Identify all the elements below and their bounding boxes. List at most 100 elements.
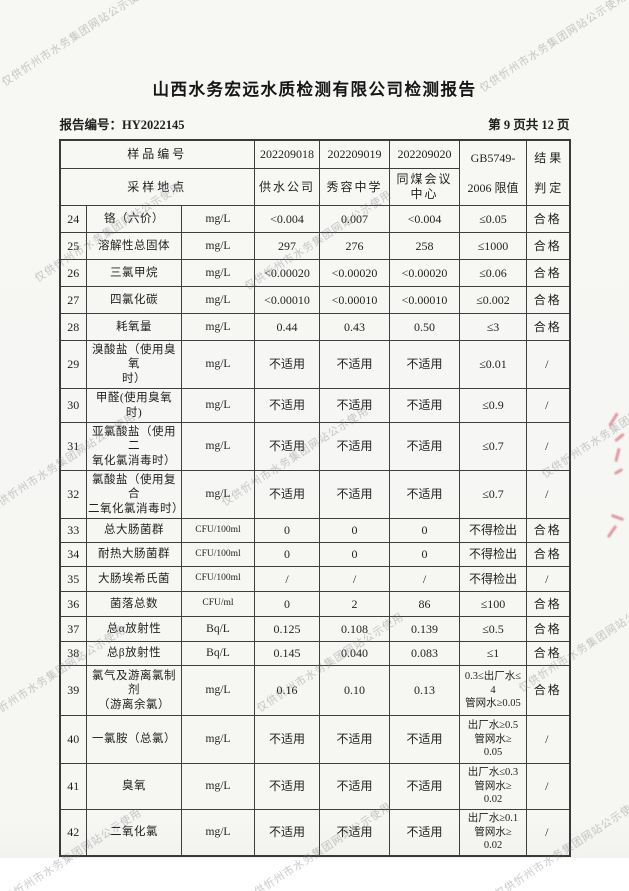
table-row: 36 菌落总数 CFU/ml 0 2 86 ≤100 合格	[59, 591, 570, 618]
row-number: 35	[59, 566, 87, 593]
limit-header-line1: GB5749-	[470, 150, 516, 165]
sample-value-1: 0	[254, 542, 320, 568]
unit: mg/L	[181, 715, 255, 765]
sample-value-3: 258	[389, 232, 460, 260]
table-row: 37 总α放射性 Bq/L 0.125 0.108 0.139 ≤0.5 合格	[59, 616, 570, 643]
limit-value: 出厂水≥0.5 管网水≥ 0.05	[459, 715, 527, 765]
sample-value-1: 不适用	[254, 763, 320, 811]
result-judgement: /	[526, 809, 570, 857]
sample-value-1: 0.44	[254, 313, 320, 341]
report-number: 报告编号：HY2022145	[59, 118, 185, 132]
sample-value-3: 不适用	[389, 339, 460, 390]
unit: CFU/100ml	[181, 542, 255, 568]
row-number: 30	[59, 388, 87, 423]
limit-value: 不得检出	[459, 542, 527, 568]
table-row: 35 大肠埃希氏菌 CFU/100ml / / / 不得检出 /	[59, 566, 570, 593]
result-judgement: 合格	[526, 286, 570, 314]
limit-value: ≤0.01	[459, 339, 527, 390]
sample-value-2: <0.00010	[319, 286, 390, 314]
page-indicator: 第 9 页共 12 页	[488, 118, 570, 132]
table-row: 26 三氯甲烷 mg/L <0.00020 <0.00020 <0.00020 …	[59, 259, 570, 287]
row-number: 33	[59, 518, 87, 544]
parameter-name: 甲醛(使用臭氧时)	[86, 388, 182, 423]
result-judgement: 合格	[526, 616, 570, 643]
parameter-name: 氯酸盐（使用复合 二氧化氯消毒时）	[86, 469, 182, 520]
sample-value-1: <0.00020	[254, 259, 320, 287]
table-row: 27 四氯化碳 mg/L <0.00010 <0.00010 <0.00010 …	[59, 286, 570, 314]
table-row: 29 溴酸盐（使用臭氧 时） mg/L 不适用 不适用 不适用 ≤0.01 /	[59, 339, 570, 390]
limit-column-header: GB5749- 2006 限值	[459, 139, 527, 206]
parameter-name: 铬（六价）	[86, 205, 182, 233]
sample-value-2: 不适用	[319, 339, 390, 390]
parameter-name: 二氧化氯	[86, 809, 182, 857]
result-judgement: 合格	[526, 665, 570, 717]
sample-location-1: 供水公司	[254, 168, 320, 206]
sample-value-3: 0.13	[389, 665, 460, 717]
parameter-name: 三氯甲烷	[86, 259, 182, 287]
sample-value-3: 0	[389, 542, 460, 568]
sample-value-3: <0.004	[389, 205, 460, 233]
sample-value-3: 0.139	[389, 616, 460, 643]
table-header-row-1: 样品编号 202209018 202209019 202209020 GB574…	[59, 139, 570, 206]
table-row: 39 氯气及游离氯制剂 （游离余氯） mg/L 0.16 0.10 0.13 0…	[59, 665, 570, 717]
parameter-name: 总β放射性	[86, 641, 182, 667]
sample-value-3: 不适用	[389, 809, 460, 857]
sample-value-3: 0.083	[389, 641, 460, 667]
parameter-name: 臭氧	[86, 763, 182, 811]
limit-value: 0.3≤出厂水≤ 4 管网水≥0.05	[459, 665, 527, 717]
parameter-name: 四氯化碳	[86, 286, 182, 314]
sample-value-2: 0.007	[319, 205, 390, 233]
sample-value-3: 0	[389, 518, 460, 544]
sample-value-2: 不适用	[319, 809, 390, 857]
result-column-header: 结 果 判 定	[526, 139, 570, 206]
unit: Bq/L	[181, 616, 255, 643]
result-judgement: 合格	[526, 259, 570, 287]
report-title: 山西水务宏远水质检测有限公司检测报告	[152, 81, 477, 99]
limit-value: 出厂水≤0.3 管网水≥ 0.02	[459, 763, 527, 811]
sample-id-3: 202209020	[389, 139, 460, 170]
result-judgement: /	[526, 763, 570, 811]
row-number: 24	[59, 205, 87, 233]
limit-value: ≤0.002	[459, 286, 527, 314]
limit-header-line2: 2006 限值	[467, 180, 519, 195]
result-judgement: 合格	[526, 641, 570, 667]
result-judgement: /	[526, 469, 570, 520]
table-row: 42 二氧化氯 mg/L 不适用 不适用 不适用 出厂水≥0.1 管网水≥ 0.…	[59, 809, 570, 857]
sample-value-1: /	[254, 566, 320, 593]
table-row: 25 溶解性总固体 mg/L 297 276 258 ≤1000 合格	[59, 232, 570, 260]
sample-value-1: 不适用	[254, 715, 320, 765]
unit: mg/L	[181, 388, 255, 423]
result-header-line2: 判 定	[534, 180, 562, 195]
parameter-name: 一氯胺（总氯）	[86, 715, 182, 765]
sample-value-2: 不适用	[319, 388, 390, 423]
sample-value-2: 不适用	[319, 469, 390, 520]
result-judgement: /	[526, 715, 570, 765]
unit: CFU/ml	[181, 591, 255, 618]
unit: Bq/L	[181, 641, 255, 667]
limit-value: ≤0.9	[459, 388, 527, 423]
table-row: 34 耐热大肠菌群 CFU/100ml 0 0 0 不得检出 合格	[59, 542, 570, 568]
unit: CFU/100ml	[181, 518, 255, 544]
sample-value-3: 86	[389, 591, 460, 618]
sample-value-3: /	[389, 566, 460, 593]
table-row: 32 氯酸盐（使用复合 二氧化氯消毒时） mg/L 不适用 不适用 不适用 ≤0…	[59, 469, 570, 520]
limit-value: ≤1000	[459, 232, 527, 260]
result-judgement: 合格	[526, 232, 570, 260]
sample-value-3: 不适用	[389, 421, 460, 472]
sample-value-2: 不适用	[319, 421, 390, 472]
row-number: 40	[59, 715, 87, 765]
unit: mg/L	[181, 259, 255, 287]
result-judgement: 合格	[526, 518, 570, 544]
sample-value-1: 0.16	[254, 665, 320, 717]
row-number: 41	[59, 763, 87, 811]
sample-id-label: 样品编号	[59, 139, 255, 170]
sample-value-2: <0.00020	[319, 259, 390, 287]
unit: mg/L	[181, 469, 255, 520]
unit: mg/L	[181, 232, 255, 260]
sample-location-2: 秀容中学	[319, 168, 390, 206]
table-row: 24 铬（六价） mg/L <0.004 0.007 <0.004 ≤0.05 …	[59, 205, 570, 233]
table-row: 40 一氯胺（总氯） mg/L 不适用 不适用 不适用 出厂水≥0.5 管网水≥…	[59, 715, 570, 765]
parameter-name: 氯气及游离氯制剂 （游离余氯）	[86, 665, 182, 717]
parameter-name: 菌落总数	[86, 591, 182, 618]
